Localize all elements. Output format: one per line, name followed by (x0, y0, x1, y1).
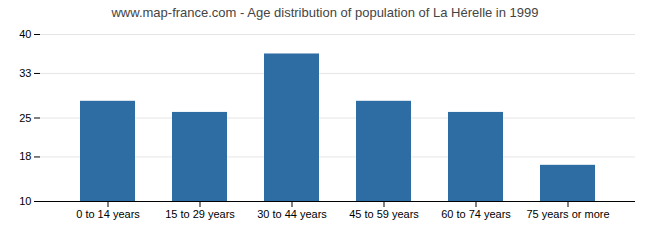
svg-text:45 to 59 years: 45 to 59 years (349, 208, 419, 220)
svg-text:75 years or more: 75 years or more (526, 208, 609, 220)
svg-text:18: 18 (19, 150, 31, 162)
svg-text:30 to 44 years: 30 to 44 years (257, 208, 327, 220)
svg-text:15 to 29 years: 15 to 29 years (165, 208, 235, 220)
svg-text:0 to 14 years: 0 to 14 years (76, 208, 140, 220)
svg-text:60 to 74 years: 60 to 74 years (441, 208, 511, 220)
svg-text:10: 10 (19, 195, 31, 207)
svg-text:25: 25 (19, 112, 31, 124)
svg-text:33: 33 (19, 67, 31, 79)
html-text:www.map-france.com - Age distr: www.map-france.com - Age distribution of… (111, 5, 539, 20)
svg-text:40: 40 (19, 28, 31, 40)
